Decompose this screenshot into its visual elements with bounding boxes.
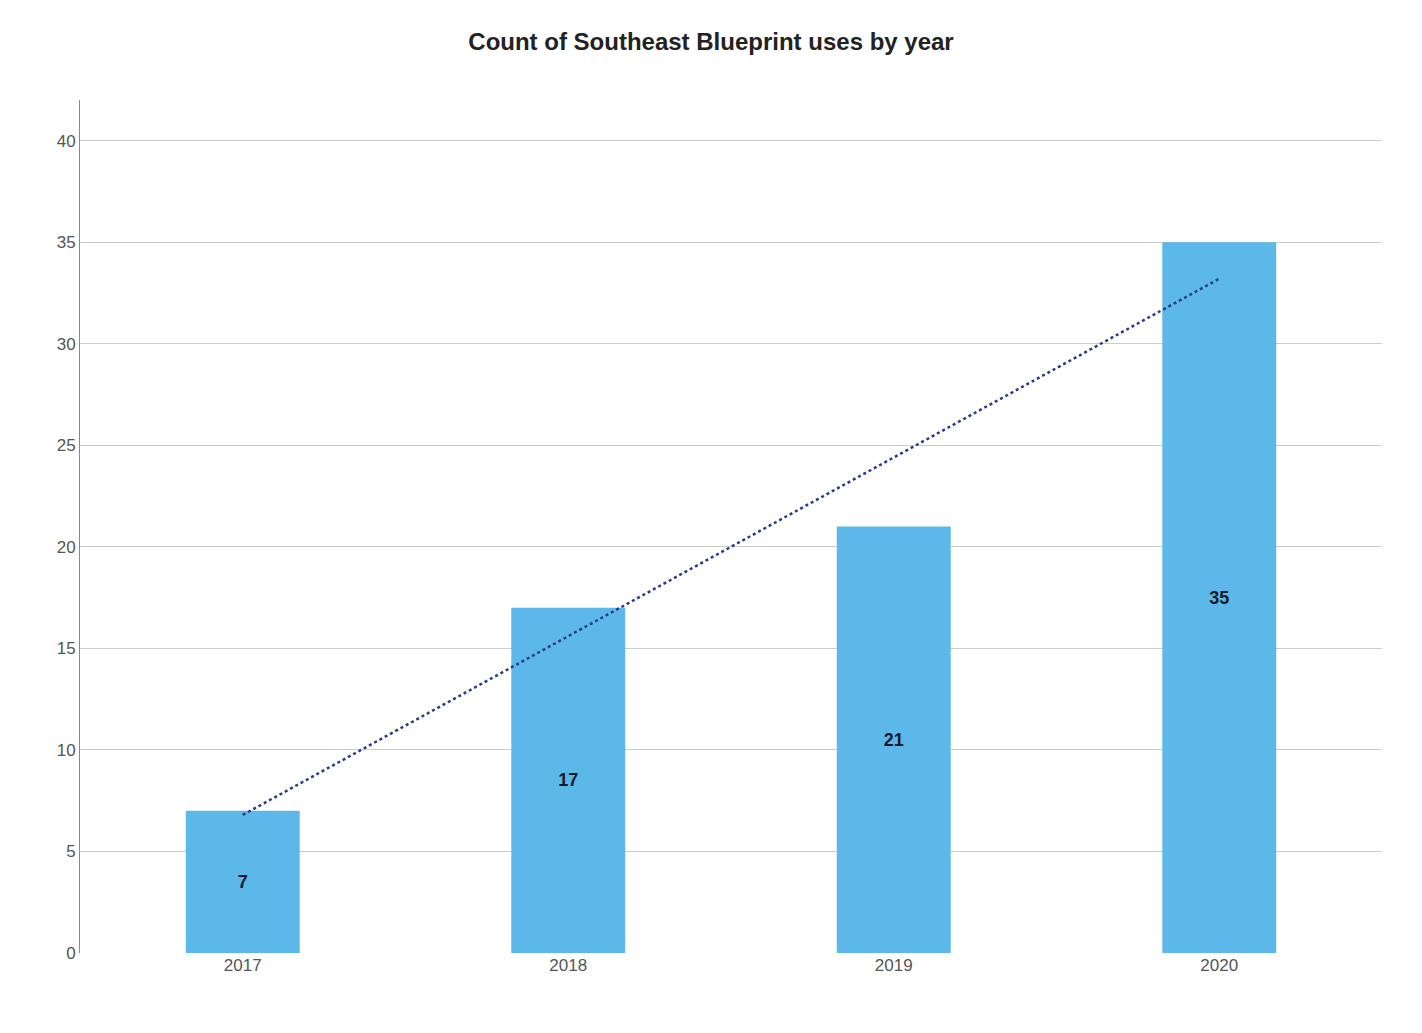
svg-text:7: 7 xyxy=(238,872,248,892)
svg-text:35: 35 xyxy=(57,233,76,252)
svg-text:2017: 2017 xyxy=(224,956,262,975)
svg-text:2020: 2020 xyxy=(1200,956,1238,975)
svg-text:5: 5 xyxy=(66,842,75,861)
svg-text:15: 15 xyxy=(57,639,76,658)
svg-text:0: 0 xyxy=(66,944,75,963)
svg-text:2018: 2018 xyxy=(549,956,587,975)
svg-text:2019: 2019 xyxy=(875,956,913,975)
svg-text:40: 40 xyxy=(57,132,76,151)
svg-text:20: 20 xyxy=(57,538,76,557)
svg-text:10: 10 xyxy=(57,741,76,760)
svg-text:17: 17 xyxy=(558,770,578,790)
svg-text:Count of Southeast Blueprint u: Count of Southeast Blueprint uses by yea… xyxy=(468,28,953,55)
svg-text:30: 30 xyxy=(57,335,76,354)
svg-text:21: 21 xyxy=(884,730,904,750)
svg-text:25: 25 xyxy=(57,436,76,455)
svg-text:35: 35 xyxy=(1209,588,1229,608)
